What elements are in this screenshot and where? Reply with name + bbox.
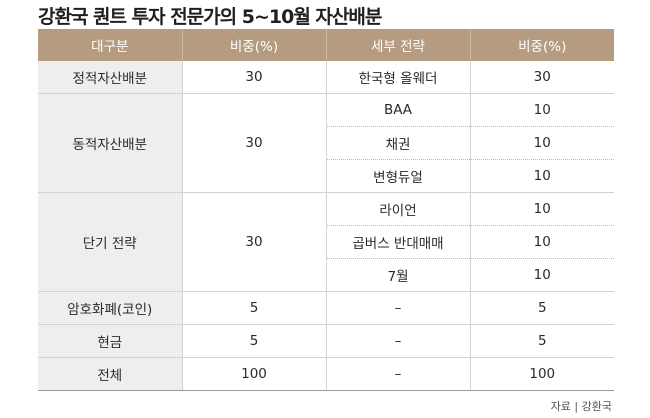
table-row: 정적자산배분 30 한국형 올웨더 30 <box>38 61 614 94</box>
strategy-cell: 7월 <box>325 258 470 292</box>
strategy-weight-cell: 10 <box>469 192 614 226</box>
strategy-cell: – <box>325 291 470 325</box>
strategy-weight-cell: 5 <box>469 291 614 325</box>
category-weight-cell: 100 <box>181 357 326 391</box>
strategy-cell: 채권 <box>325 126 470 160</box>
strategy-weight-cell: 10 <box>469 225 614 259</box>
category-weight-cell: 30 <box>181 61 326 94</box>
source-note: 자료 | 강환국 <box>550 400 612 413</box>
header-row: 대구분 비중(%) 세부 전략 비중(%) <box>38 29 614 61</box>
category-weight-cell: 5 <box>181 291 326 325</box>
category-weight-cell: 5 <box>181 324 326 358</box>
strategy-cell: BAA <box>325 93 470 127</box>
strategy-weight-cell: 100 <box>469 357 614 391</box>
category-cell: 정적자산배분 <box>38 61 182 94</box>
strategy-cell: – <box>325 357 470 391</box>
category-cell: 전체 <box>38 357 182 391</box>
strategy-weight-cell: 10 <box>469 126 614 160</box>
total-row: 전체 100 – 100 <box>38 357 614 391</box>
table-row: 현금 5 – 5 <box>38 324 614 358</box>
strategy-cell: 변형듀얼 <box>325 159 470 193</box>
strategy-cell: 한국형 올웨더 <box>325 61 470 94</box>
category-cell: 동적자산배분 <box>38 93 182 193</box>
table-row: 암호화폐(코인) 5 – 5 <box>38 291 614 325</box>
category-cell: 암호화폐(코인) <box>38 291 182 325</box>
strategy-cell: – <box>325 324 470 358</box>
strategy-weight-cell: 30 <box>469 61 614 94</box>
category-cell: 현금 <box>38 324 182 358</box>
header-category: 대구분 <box>38 29 182 61</box>
strategy-cell: 라이언 <box>325 192 470 226</box>
strategy-weight-cell: 10 <box>469 159 614 193</box>
allocation-table: 대구분 비중(%) 세부 전략 비중(%) 정적자산배분 30 한국형 올웨더 … <box>38 29 614 391</box>
header-category-weight: 비중(%) <box>181 29 326 61</box>
strategy-weight-cell: 5 <box>469 324 614 358</box>
header-strategy: 세부 전략 <box>325 29 470 61</box>
strategy-weight-cell: 10 <box>469 258 614 292</box>
strategy-weight-cell: 10 <box>469 93 614 127</box>
table-row: 7월 10 <box>38 258 614 292</box>
table-row: 곱버스 반대매매 10 <box>38 225 614 259</box>
table-title: 강환국 퀀트 투자 전문가의 5~10월 자산배분 <box>38 6 382 28</box>
strategy-cell: 곱버스 반대매매 <box>325 225 470 259</box>
table-row: 채권 10 <box>38 126 614 160</box>
category-weight-cell: 30 <box>181 192 326 292</box>
table-row: 단기 전략 30 라이언 10 <box>38 192 614 292</box>
table-row: 동적자산배분 30 BAA 10 <box>38 93 614 193</box>
category-cell: 단기 전략 <box>38 192 182 292</box>
header-strategy-weight: 비중(%) <box>469 29 614 61</box>
table-row: 변형듀얼 10 <box>38 159 614 193</box>
category-weight-cell: 30 <box>181 93 326 193</box>
